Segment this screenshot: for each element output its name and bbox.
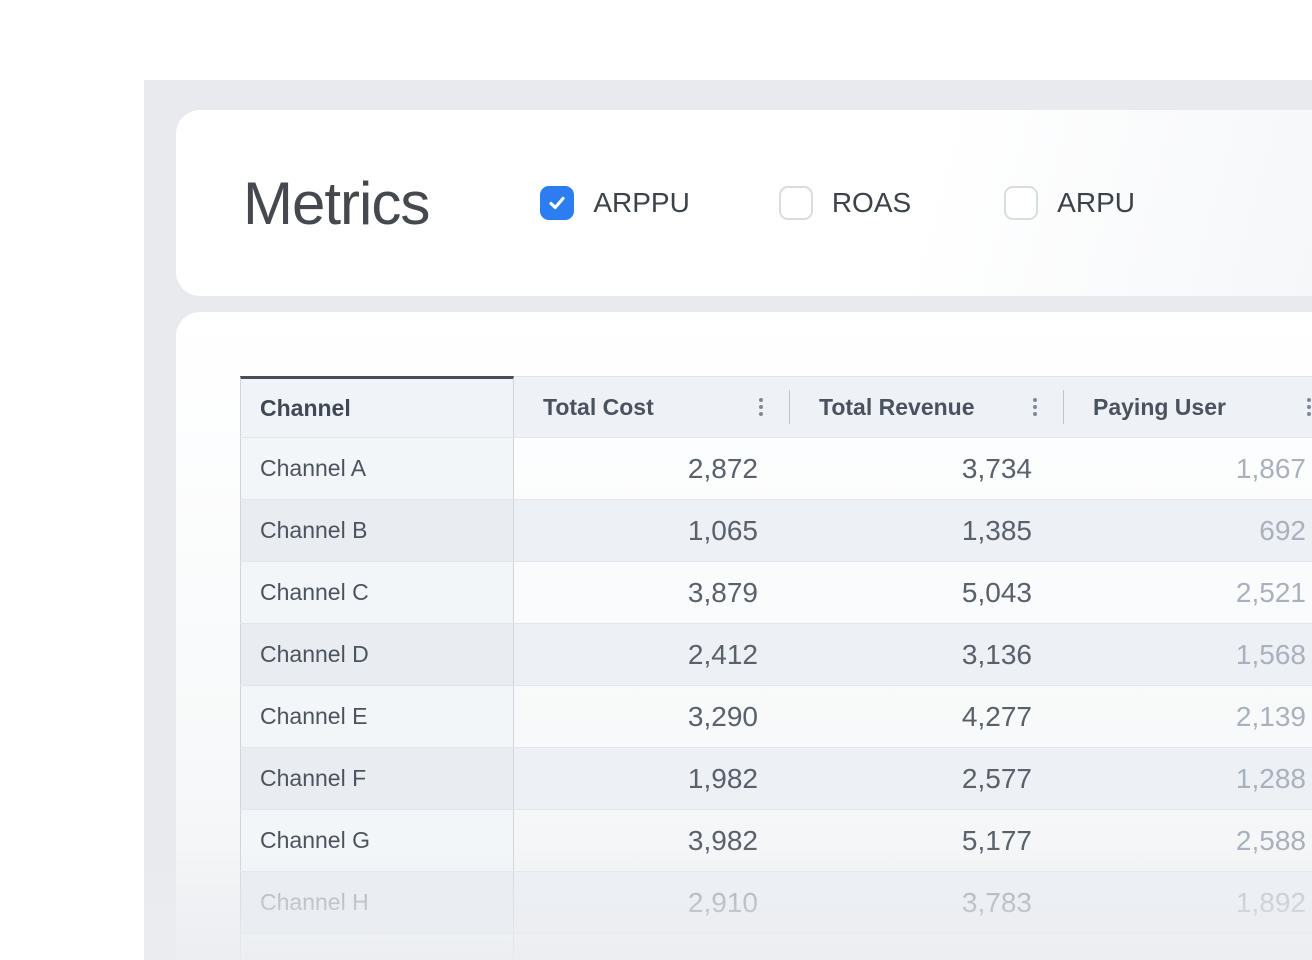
channel-cell: Channel A: [240, 438, 514, 499]
table-row: Channel E 3,290 4,277 2,139: [240, 686, 1312, 748]
total-cost-cell: [514, 934, 790, 960]
metrics-card: Metrics ARPPU ROAS: [176, 110, 1312, 296]
total-revenue-cell: 3,136: [961, 638, 1032, 670]
total-revenue-cell: [790, 934, 1064, 960]
channel-cell: Channel D: [240, 624, 514, 685]
total-revenue-cell: 2,577: [961, 762, 1032, 794]
paying-user-cell: 1,568: [1235, 638, 1306, 670]
total-cost-cell: 2,412: [687, 638, 758, 670]
table-row: Channel G 3,982 5,177 2,588: [240, 810, 1312, 872]
paying-user-cell: 692: [1259, 514, 1306, 546]
total-revenue-cell: 4,277: [961, 700, 1032, 732]
total-revenue-cell: 1,385: [961, 514, 1032, 546]
table-row: Channel H 2,910 3,783 1,892: [240, 872, 1312, 934]
checkbox-label-roas: ROAS: [831, 187, 912, 218]
total-cost-cell: 3,982: [687, 824, 758, 856]
paying-user-cell: 2,521: [1235, 576, 1306, 608]
table-header-row: Channel Total Cost Total Revenue Paying …: [240, 376, 1312, 438]
column-divider: [1063, 390, 1064, 424]
column-menu-icon[interactable]: [755, 394, 767, 420]
channel-cell: Channel G: [240, 810, 514, 871]
column-header-total-revenue[interactable]: Total Revenue: [790, 376, 1064, 437]
checkbox-roas[interactable]: [778, 186, 813, 220]
checkbox-label-arppu: ARPPU: [593, 187, 690, 218]
total-cost-cell: 3,290: [687, 700, 758, 732]
column-header-channel: Channel: [240, 376, 514, 437]
checkbox-arppu[interactable]: [540, 186, 575, 220]
column-label: Total Cost: [543, 393, 654, 420]
column-header-total-cost[interactable]: Total Cost: [514, 376, 790, 437]
column-menu-icon[interactable]: [1303, 394, 1312, 420]
table-row-partial: [240, 934, 1312, 960]
channel-cell: Channel E: [240, 686, 514, 747]
table-row: Channel B 1,065 1,385 692: [240, 500, 1312, 562]
column-label: Paying User: [1093, 393, 1226, 420]
channel-cell: Channel F: [240, 748, 514, 809]
channel-cell: Channel H: [240, 872, 514, 933]
paying-user-cell: 2,588: [1235, 824, 1306, 856]
paying-user-cell: [1064, 934, 1312, 960]
total-cost-cell: 2,910: [687, 886, 758, 918]
channel-cell: Channel B: [240, 500, 514, 561]
paying-user-cell: 1,288: [1235, 762, 1306, 794]
metrics-table: Channel Total Cost Total Revenue Paying …: [240, 376, 1312, 960]
total-revenue-cell: 3,783: [961, 886, 1032, 918]
checkbox-label-arpu: ARPU: [1057, 187, 1135, 218]
column-label: Total Revenue: [819, 393, 975, 420]
data-table-card: Channel Total Cost Total Revenue Paying …: [176, 312, 1312, 960]
metric-toggle-arpu[interactable]: ARPU: [1004, 186, 1135, 220]
column-menu-icon[interactable]: [1029, 394, 1041, 420]
total-cost-cell: 2,872: [687, 452, 758, 484]
metric-toggle-roas[interactable]: ROAS: [778, 186, 912, 220]
checkbox-arpu[interactable]: [1004, 186, 1039, 220]
paying-user-cell: 1,892: [1235, 886, 1306, 918]
page-title: Metrics: [243, 169, 430, 237]
total-cost-cell: 1,982: [687, 762, 758, 794]
checkmark-icon: [549, 196, 565, 210]
total-cost-cell: 3,879: [687, 576, 758, 608]
table-row: Channel C 3,879 5,043 2,521: [240, 562, 1312, 624]
column-header-paying-user[interactable]: Paying User: [1064, 376, 1312, 437]
total-revenue-cell: 5,177: [961, 824, 1032, 856]
total-revenue-cell: 3,734: [961, 452, 1032, 484]
paying-user-cell: 1,867: [1235, 452, 1306, 484]
column-divider: [789, 390, 790, 424]
channel-cell: [240, 934, 514, 960]
table-row: Channel D 2,412 3,136 1,568: [240, 624, 1312, 686]
total-cost-cell: 1,065: [687, 514, 758, 546]
metric-toggle-arppu[interactable]: ARPPU: [540, 186, 690, 220]
total-revenue-cell: 5,043: [961, 576, 1032, 608]
content-panel: Metrics ARPPU ROAS: [144, 80, 1312, 960]
channel-cell: Channel C: [240, 562, 514, 623]
paying-user-cell: 2,139: [1235, 700, 1306, 732]
table-row: Channel A 2,872 3,734 1,867: [240, 438, 1312, 500]
table-row: Channel F 1,982 2,577 1,288: [240, 748, 1312, 810]
